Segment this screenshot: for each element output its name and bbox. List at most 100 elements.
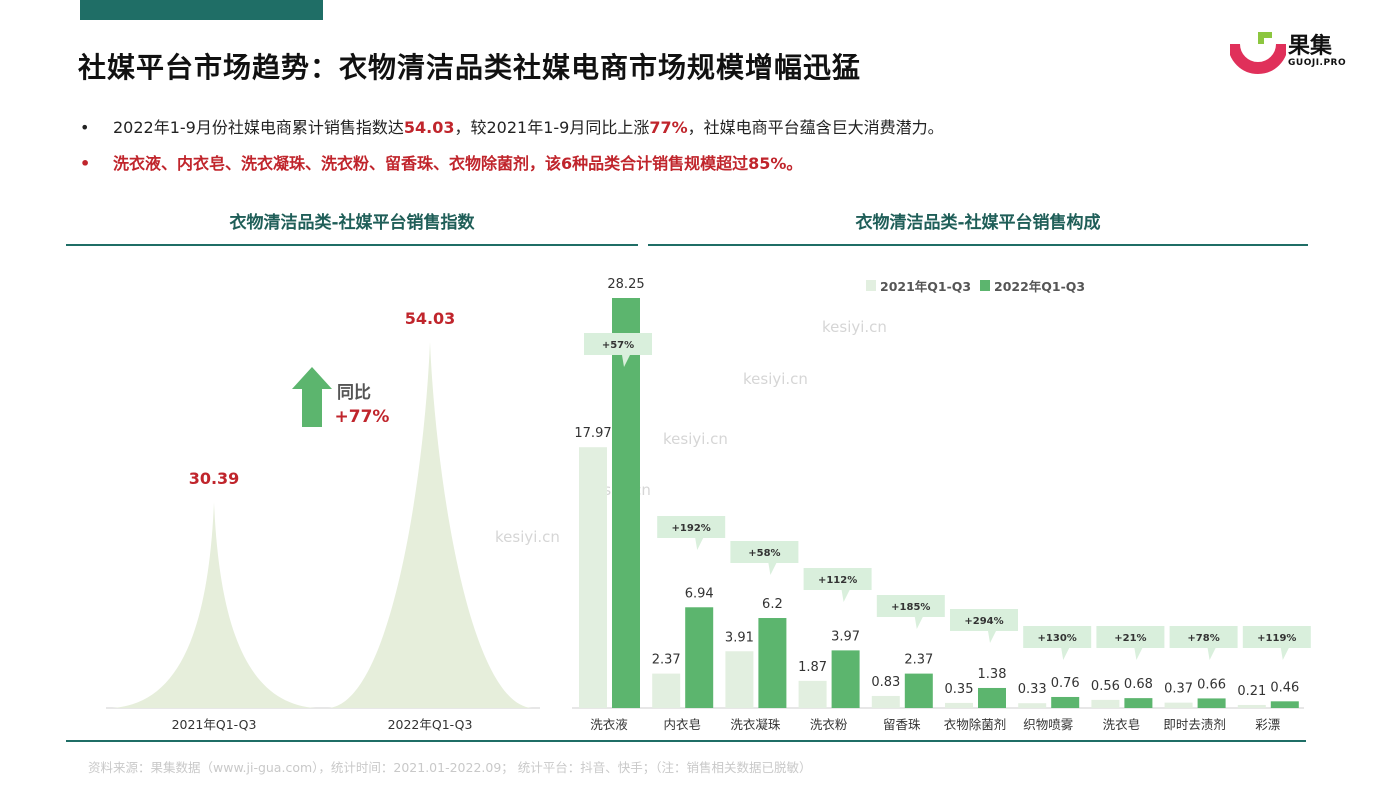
bar-2022 <box>1051 696 1080 708</box>
growth-callout <box>950 609 1018 643</box>
growth-callout <box>1242 626 1311 660</box>
brand-name: 果集 <box>1288 34 1333 59</box>
bullet-1-text-a: 2022年1-9月份社媒电商累计销售指数达 <box>113 118 404 137</box>
watermark: kesiyi.cn <box>663 430 728 448</box>
growth-callout <box>1023 626 1092 660</box>
brand-logo-icon <box>1230 32 1286 74</box>
index-value-label: 54.03 <box>405 309 456 328</box>
growth-callout <box>1096 626 1165 660</box>
bar-2021-value-label: 0.83 <box>871 675 900 690</box>
bar-2022 <box>758 618 787 708</box>
bar-2021 <box>871 695 900 708</box>
up-arrow-icon <box>292 367 332 427</box>
growth-callout <box>584 333 652 367</box>
growth-callout <box>730 541 799 575</box>
bar-2021-value-label: 1.87 <box>798 660 827 675</box>
bar-2022-value-label: 1.38 <box>978 667 1007 682</box>
growth-label: +294% <box>964 616 1003 627</box>
growth-label: +119% <box>1257 633 1296 644</box>
index-area-peak <box>328 342 532 708</box>
yoy-label: 同比 <box>337 382 371 403</box>
growth-label: +57% <box>602 340 634 351</box>
top-accent-bar <box>80 0 323 20</box>
bar-2022 <box>831 650 860 708</box>
bullet-1-value-index: 54.03 <box>403 118 455 137</box>
bar-2022-value-label: 6.94 <box>685 586 714 601</box>
bar-2022 <box>1124 698 1153 708</box>
bar-2022-value-label: 6.2 <box>762 597 783 612</box>
bar-2022-value-label: 0.68 <box>1124 677 1153 692</box>
watermark: kesiyi.cn <box>743 370 808 388</box>
x-tick-label: 留香珠 <box>883 717 921 732</box>
growth-callout <box>803 568 872 602</box>
bullet-marker: • <box>80 154 91 173</box>
bar-2022-value-label: 0.66 <box>1197 677 1226 692</box>
legend-label-2022: 2022年Q1-Q3 <box>994 279 1085 294</box>
right-title-divider <box>648 244 1308 246</box>
bullet-1-text-c: ，社媒电商平台蕴含巨大消费潜力。 <box>687 118 944 137</box>
bullet-2: • 洗衣液、内衣皂、洗衣凝珠、洗衣粉、留香珠、衣物除菌剂，该6种品类合计销售规模超… <box>80 150 802 174</box>
bar-2021-value-label: 0.21 <box>1237 684 1266 699</box>
growth-label: +112% <box>818 575 857 586</box>
brand-logo: 果集 GUOJI.PRO <box>1230 28 1360 74</box>
legend-swatch-2022 <box>980 280 990 291</box>
x-tick-label: 洗衣凝珠 <box>730 717 781 732</box>
watermark: kesiyi.cn <box>495 528 560 546</box>
x-tick-label: 洗衣液 <box>590 717 628 732</box>
bar-2021-value-label: 3.91 <box>725 630 754 645</box>
bottom-divider <box>66 740 1306 742</box>
bullet-2-text: 洗衣液、内衣皂、洗衣凝珠、洗衣粉、留香珠、衣物除菌剂，该6种品类合计销售规模超过… <box>113 154 803 173</box>
bar-2022 <box>685 607 714 708</box>
bar-2021-value-label: 0.35 <box>945 682 974 697</box>
bar-2021-value-label: 17.97 <box>574 426 611 441</box>
bar-2022-value-label: 2.37 <box>904 653 933 668</box>
growth-callout <box>876 595 945 629</box>
legend-label-2021: 2021年Q1-Q3 <box>880 279 971 294</box>
bar-2021-value-label: 2.37 <box>652 653 681 668</box>
left-panel-title: 衣物清洁品类-社媒平台销售指数 <box>229 213 475 233</box>
bar-2021 <box>725 651 754 708</box>
bar-2022 <box>1270 701 1299 708</box>
bullet-marker: • <box>80 118 90 137</box>
source-footnote: 资料来源：果集数据（www.ji-gua.com），统计时间：2021.01-2… <box>88 760 812 775</box>
x-tick-label: 2021年Q1-Q3 <box>172 717 257 732</box>
x-tick-label: 织物喷雾 <box>1023 717 1074 732</box>
index-value-label: 30.39 <box>189 469 240 488</box>
growth-label: +185% <box>891 602 930 613</box>
x-tick-label: 即时去渍剂 <box>1163 717 1226 732</box>
page-title: 社媒平台市场趋势：衣物清洁品类社媒电商市场规模增幅迅猛 <box>78 51 862 84</box>
bar-2021 <box>1018 703 1047 708</box>
growth-label: +58% <box>748 548 780 559</box>
x-tick-label: 内衣皂 <box>663 717 701 732</box>
bar-2021 <box>1164 702 1193 708</box>
brand-sub: GUOJI.PRO <box>1288 58 1347 68</box>
growth-label: +21% <box>1114 633 1146 644</box>
left-title-divider <box>66 244 638 246</box>
yoy-value: +77% <box>335 407 390 427</box>
bar-2021 <box>1237 704 1266 708</box>
right-panel-title: 衣物清洁品类-社媒平台销售构成 <box>855 213 1101 233</box>
index-area-peak <box>112 502 316 708</box>
x-tick-label: 彩漂 <box>1255 717 1280 732</box>
bar-2022-value-label: 0.76 <box>1051 676 1080 691</box>
growth-label: +130% <box>1038 633 1077 644</box>
x-tick-label: 洗衣粉 <box>810 717 848 732</box>
bullet-1-value-growth: 77% <box>649 118 688 137</box>
bar-2021 <box>1091 699 1120 708</box>
bar-2022 <box>904 673 933 708</box>
x-tick-label: 洗衣皂 <box>1103 717 1141 732</box>
legend-swatch-2021 <box>866 280 876 291</box>
growth-label: +78% <box>1187 633 1219 644</box>
x-tick-label: 2022年Q1-Q3 <box>388 717 473 732</box>
bar-2021 <box>579 447 607 708</box>
bullet-1-text-b: ，较2021年1-9月同比上涨 <box>454 118 650 137</box>
watermark: kesiyi.cn <box>822 318 887 336</box>
x-tick-label: 衣物除菌剂 <box>944 717 1007 732</box>
bar-2022 <box>1197 698 1226 708</box>
bar-2021 <box>652 673 681 708</box>
bar-2021-value-label: 0.33 <box>1018 682 1047 697</box>
bullet-1: • 2022年1-9月份社媒电商累计销售指数达54.03，较2021年1-9月同比… <box>80 114 944 138</box>
bar-2022 <box>612 298 640 708</box>
